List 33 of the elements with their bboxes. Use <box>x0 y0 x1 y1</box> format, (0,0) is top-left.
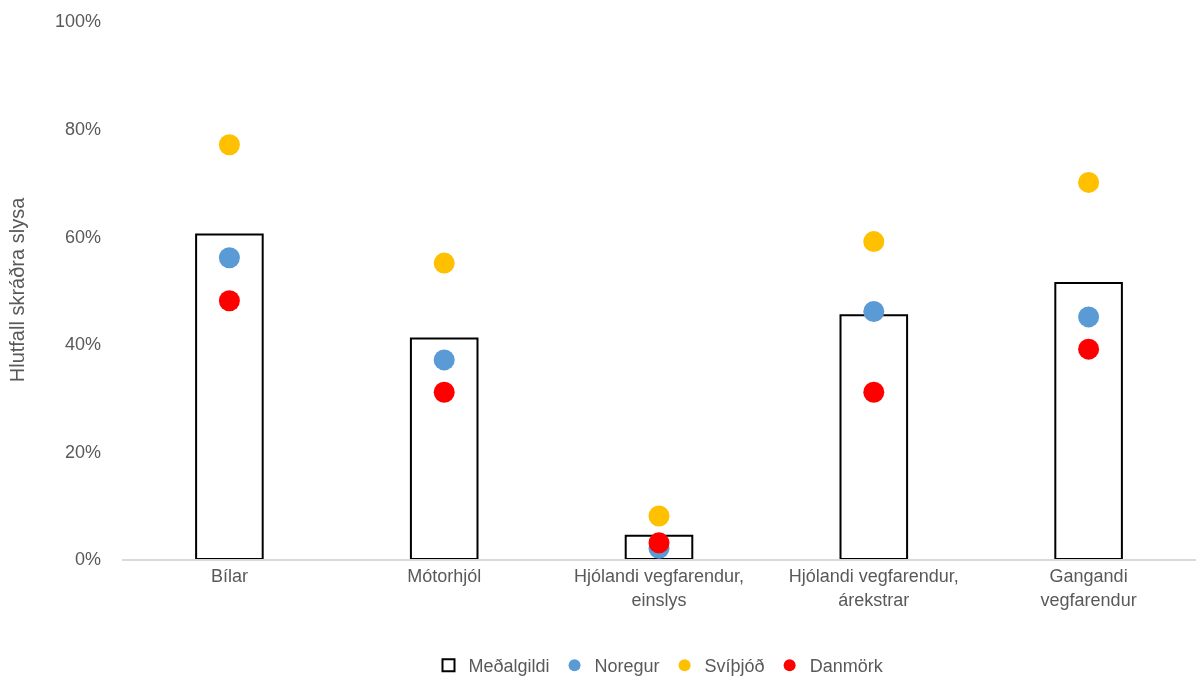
y-tick-label: 20% <box>64 441 101 462</box>
bar <box>195 233 264 559</box>
legend-label: Svíþjóð <box>704 656 765 677</box>
point <box>218 247 240 269</box>
y-tick-label: 40% <box>64 334 101 355</box>
point <box>433 349 455 371</box>
y-tick-label: 0% <box>74 549 101 570</box>
x-tick-label: Hjólandi vegfarendur, einslys <box>573 566 745 610</box>
y-tick-label: 60% <box>64 226 101 247</box>
legend-label: Meðalgildi <box>468 656 550 677</box>
point <box>218 290 240 312</box>
point <box>863 231 885 253</box>
point <box>433 381 455 403</box>
y-tick-label: 80% <box>64 118 101 139</box>
point <box>648 505 670 527</box>
legend-label: Danmörk <box>809 656 884 677</box>
point <box>863 381 885 403</box>
point <box>433 252 455 274</box>
y-tick-label: 100% <box>54 11 101 32</box>
legend-label: Noregur <box>594 656 660 677</box>
y-axis-title: Hlutfall skráðra slysa <box>6 196 29 383</box>
x-tick-label: Mótorhjól <box>407 566 482 587</box>
x-tick-label: Hjólandi vegfarendur, árekstrar <box>788 566 959 610</box>
bar <box>839 314 909 559</box>
x-tick-label: Gangandi vegfarendur <box>1040 566 1137 610</box>
point <box>1078 306 1100 328</box>
point <box>1078 338 1100 360</box>
bar <box>409 337 479 559</box>
bar <box>1054 282 1123 559</box>
point <box>863 301 885 323</box>
point <box>218 134 240 156</box>
point <box>1078 171 1100 193</box>
x-tick-label: Bílar <box>210 566 248 587</box>
